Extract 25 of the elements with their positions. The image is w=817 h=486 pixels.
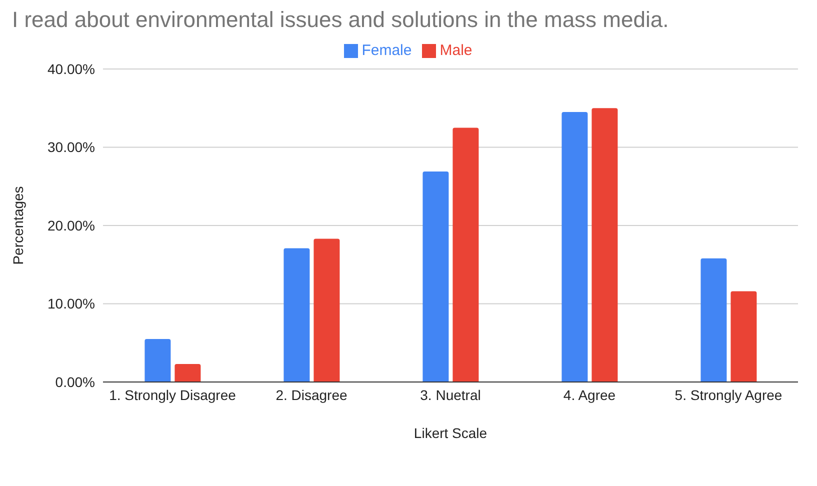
legend-label: Female	[362, 42, 412, 59]
bar	[144, 338, 171, 382]
chart-title: I read about environmental issues and solutions in the mass media.	[11, 7, 670, 32]
bar	[700, 258, 727, 382]
bar	[730, 291, 757, 382]
x-tick-label: 2. Disagree	[276, 386, 348, 403]
bar	[422, 172, 449, 382]
y-axis-title: Percentages	[10, 186, 26, 265]
y-tick-label: 0.00%	[55, 374, 95, 390]
x-axis-title: Likert Scale	[414, 425, 488, 441]
legend-label: Male	[440, 42, 472, 59]
bar	[314, 238, 340, 382]
x-tick-label: 3. Nuetral	[420, 386, 481, 403]
x-tick-label: 5. Strongly Agree	[674, 386, 782, 403]
y-tick-label: 40.00%	[48, 60, 95, 77]
y-tick-label: 30.00%	[48, 139, 95, 156]
bar	[174, 364, 201, 382]
bar	[592, 108, 618, 382]
x-tick-label: 1. Strongly Disagree	[109, 386, 236, 403]
y-tick-label: 10.00%	[48, 296, 95, 312]
bar	[452, 128, 479, 382]
x-tick-label: 4. Agree	[563, 386, 616, 403]
y-tick-label: 20.00%	[48, 217, 95, 234]
bar	[562, 112, 588, 382]
bar	[284, 248, 310, 382]
